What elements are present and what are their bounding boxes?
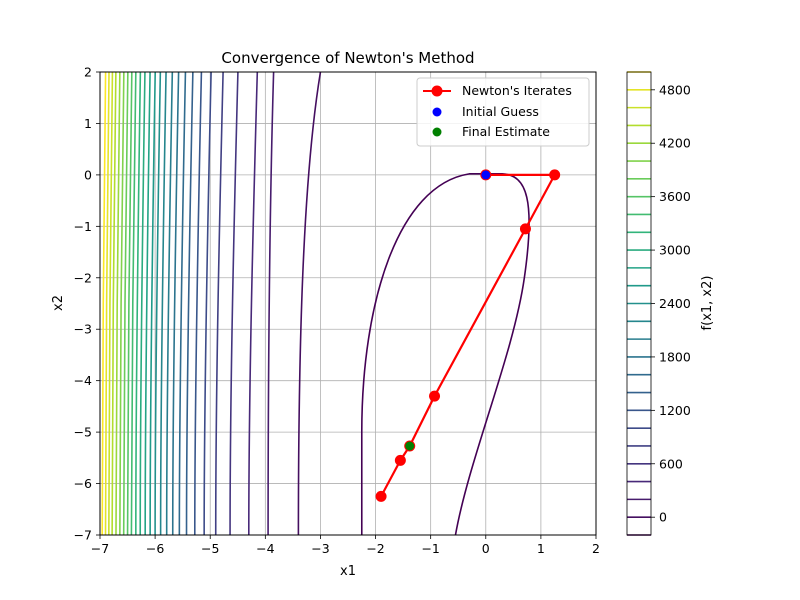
contour-line — [130, 72, 137, 535]
colorbar-tick-label: 3600 — [659, 189, 691, 204]
contour-line — [165, 72, 174, 535]
contour-line — [171, 72, 180, 535]
contour-lines — [101, 72, 530, 535]
colorbar: 0 600 1200 1800 2400 3000 3600 4200 4800 — [626, 71, 691, 536]
colorbar-label: f(x1, x2) — [700, 276, 715, 331]
contour-line — [214, 72, 224, 535]
newton-iterate-point — [549, 169, 561, 181]
x-axis: −7 −6 −5 −4 −3 −2 −1 0 1 2 — [91, 535, 600, 556]
legend-label-final: Final Estimate — [462, 124, 550, 139]
x-tick-label: −3 — [311, 541, 329, 556]
x-tick-label: −6 — [146, 541, 164, 556]
colorbar-tick-label: 4200 — [659, 136, 691, 151]
contour-line — [101, 72, 107, 535]
y-tick-label: −7 — [74, 528, 92, 543]
colorbar-tick-label: 4800 — [659, 82, 691, 97]
newton-iterate-point — [429, 390, 441, 402]
contour-line — [126, 72, 133, 535]
contour-line — [104, 72, 110, 535]
newton-iterates-series — [375, 169, 561, 502]
contour-line — [267, 72, 275, 535]
x-tick-label: −2 — [366, 541, 384, 556]
chart-title: Convergence of Newton's Method — [221, 49, 474, 67]
y-tick-label: −2 — [74, 270, 92, 285]
x-tick-label: 1 — [537, 541, 545, 556]
contour-line — [248, 72, 259, 535]
contour-line — [149, 72, 157, 535]
contour-line — [111, 72, 117, 535]
x-tick-label: −1 — [421, 541, 439, 556]
contour-line — [203, 72, 212, 535]
contour-line — [108, 72, 114, 535]
x-axis-label: x1 — [340, 564, 356, 579]
contour-line — [360, 173, 530, 535]
newton-iterate-point — [375, 490, 387, 502]
legend-label-iterates: Newton's Iterates — [462, 83, 572, 98]
contour-line — [154, 72, 162, 535]
y-tick-label: −3 — [74, 322, 92, 337]
y-tick-label: 0 — [84, 167, 92, 182]
contour-line — [178, 72, 187, 535]
y-tick-label: −1 — [74, 219, 92, 234]
contour-line — [159, 72, 167, 535]
contour-line — [135, 72, 142, 535]
colorbar-tick-label: 0 — [659, 510, 667, 525]
contour-line — [119, 72, 125, 535]
x-tick-label: −5 — [201, 541, 219, 556]
contour-line — [297, 72, 322, 535]
colorbar-tick-label: 3000 — [659, 243, 691, 258]
initial-guess-point — [481, 170, 491, 180]
legend-marker-iterates — [431, 85, 443, 97]
contour-line — [144, 72, 151, 535]
y-tick-label: −6 — [74, 476, 92, 491]
x-tick-label: −4 — [256, 541, 274, 556]
newton-iterate-point — [394, 454, 406, 466]
contour-line — [229, 72, 239, 535]
x-tick-label: 0 — [482, 541, 490, 556]
y-tick-label: −5 — [74, 425, 92, 440]
y-axis: 2 1 0 −1 −2 −3 −4 −5 −6 −7 — [74, 65, 100, 543]
y-tick-label: 2 — [84, 65, 92, 80]
colorbar-tick-label: 1200 — [659, 403, 691, 418]
contour-line — [193, 72, 203, 535]
legend-label-initial: Initial Guess — [462, 104, 539, 119]
plot-frame — [99, 71, 597, 536]
final-estimate-point — [405, 441, 415, 451]
contour-line — [185, 72, 194, 535]
contour-line — [139, 72, 146, 535]
y-tick-label: −4 — [74, 373, 92, 388]
legend: Newton's Iterates Initial Guess Final Es… — [416, 77, 590, 147]
y-tick-label: 1 — [84, 116, 92, 131]
y-axis-label: x2 — [51, 295, 66, 311]
colorbar-tick-label: 600 — [659, 456, 683, 471]
newton-iterate-point — [519, 223, 531, 235]
legend-marker-initial — [432, 107, 442, 117]
colorbar-tick-label: 1800 — [659, 349, 691, 364]
legend-box — [416, 77, 590, 147]
contour-line — [122, 72, 129, 535]
colorbar-tick-label: 2400 — [659, 296, 691, 311]
x-tick-label: 2 — [592, 541, 600, 556]
contour-line — [115, 72, 121, 535]
legend-marker-final — [432, 127, 442, 137]
x-tick-label: −7 — [91, 541, 109, 556]
